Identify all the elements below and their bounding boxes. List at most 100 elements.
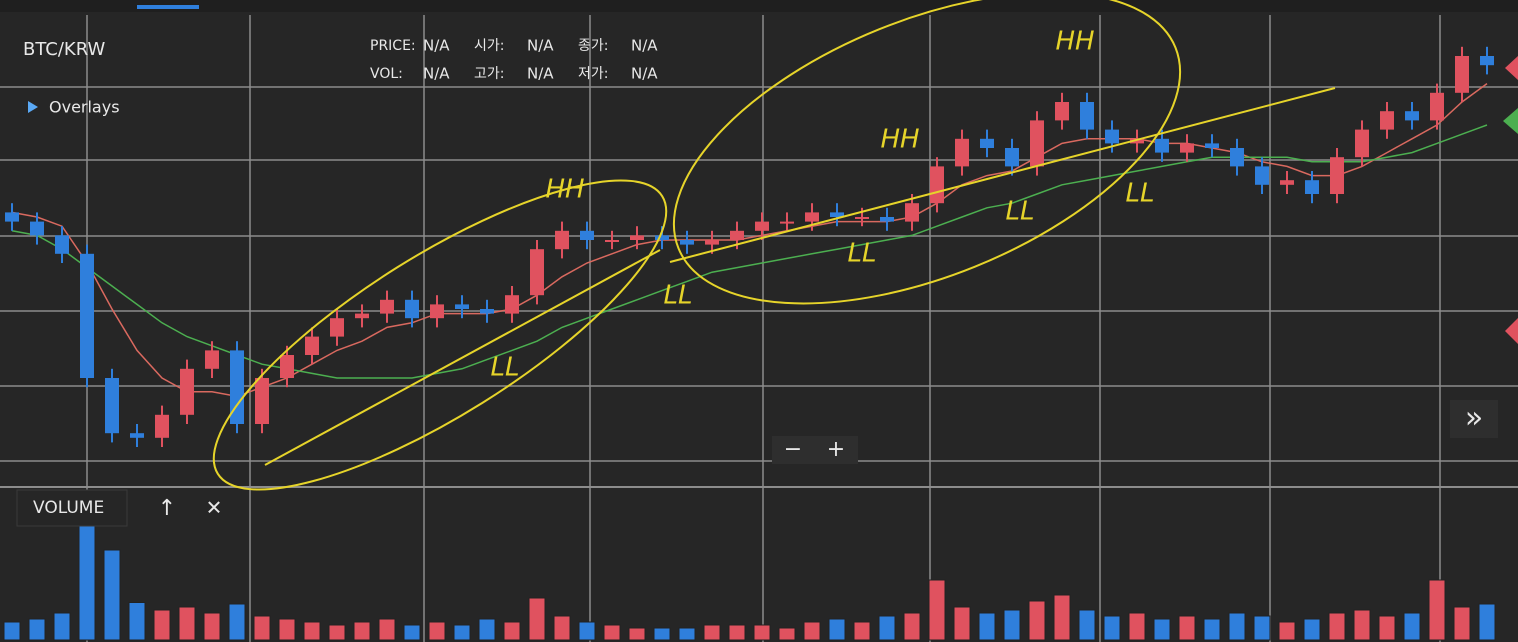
volume-bar [1103,615,1121,641]
volume-bar [478,618,496,641]
candle-body [555,230,569,250]
volume-bar [1353,609,1371,641]
annotation-text: LL [1006,197,1035,227]
candle-body [455,304,469,309]
volume-bar [28,618,46,641]
volume-bar [503,621,521,641]
zoom-in[interactable]: + [827,437,845,462]
candle-body [1205,143,1219,148]
ma-marker [1503,108,1518,134]
candle-body [230,350,244,424]
volume-bar [303,621,321,641]
volume-bar [378,618,396,641]
volume-bar [628,627,646,641]
candle-body [755,221,769,231]
candle-body [605,240,619,242]
candle-body [980,138,994,148]
annotation-text: LL [848,239,877,269]
candle-body [730,230,744,240]
volume-bar [328,624,346,641]
volume-up[interactable]: ↑ [158,496,176,521]
volume-bar [1328,612,1346,641]
volume-bar [1028,600,1046,641]
volume-bar [228,603,246,641]
volume-bar [403,624,421,641]
annotation-text: HH [880,125,919,155]
candle-body [330,318,344,337]
candle-body [380,299,394,314]
candle-body [130,433,144,438]
candle-body [1455,56,1469,93]
zoom-out[interactable]: − [784,437,802,462]
scroll-box [1450,400,1498,438]
info-value: N/A [423,37,450,55]
annotation-text: LL [664,281,693,311]
volume-close[interactable]: ✕ [206,496,223,520]
volume-bar [453,624,471,641]
candle-body [830,212,844,217]
candle-body [205,350,219,369]
info-value: N/A [423,65,450,83]
volume-bar [1378,615,1396,641]
zoom-box [772,436,858,464]
annotation-ellipse [672,0,1182,305]
candle-body [155,414,169,438]
volume-bar [1278,621,1296,641]
volume-bar [653,627,671,641]
price-marker [1505,318,1518,344]
candle-body [55,235,69,254]
candle-body [505,295,519,314]
info-label: VOL: [370,66,403,82]
candle-body [255,378,269,424]
volume-bar [1003,609,1021,641]
volume-bar [878,615,896,641]
volume-bar [903,612,921,641]
volume-bar [103,549,121,641]
info-label: 고가: [474,66,504,82]
volume-bar [1253,615,1271,641]
info-value: N/A [631,37,658,55]
candle-body [680,240,694,245]
annotation-text: HH [545,175,584,205]
active-tab [137,5,199,9]
candle-body [1130,138,1144,144]
candle-body [1055,102,1069,121]
candle-body [480,309,494,314]
candle-body [1330,157,1344,194]
overlays[interactable]: Overlays [49,98,120,117]
info: PRICE: N/A 시가: N/A 종가: N/A VOL: N/A 고가: N/A 저가: N/A [370,37,658,83]
volume-bar [678,627,696,641]
volume-bar [353,621,371,641]
volume-bar [1153,618,1171,641]
candle-body [280,355,294,378]
candle-body [1405,111,1419,121]
info-label: PRICE: [370,38,416,54]
volume-bar [578,621,596,641]
scroll-right[interactable]: » [1465,401,1483,436]
candle-body [1280,180,1294,185]
candle-body [880,217,894,222]
info-value: N/A [527,37,554,55]
volume-bar [553,615,571,641]
annotation-line [264,249,661,466]
candle-body [1230,148,1244,167]
volume-title: VOLUME [33,498,104,518]
volume-bar [1403,612,1421,641]
volume-bar [1128,612,1146,641]
info-label: 종가: [578,38,608,54]
volume-label-box [16,489,128,527]
overlays-arrow[interactable] [28,101,38,113]
volume-bar [1478,603,1496,641]
candle-body [5,212,19,222]
candle-body [1430,92,1444,121]
candle-body [780,221,794,224]
plot: HH LL LL HH LL HH LL LL [3,0,1496,641]
volume-bar [703,624,721,641]
volume-bar [778,627,796,641]
volume-bar [753,624,771,641]
candle-body [805,212,819,222]
annotation-text: LL [1126,179,1155,209]
volume-bar [1078,609,1096,641]
candle-body [855,217,869,219]
